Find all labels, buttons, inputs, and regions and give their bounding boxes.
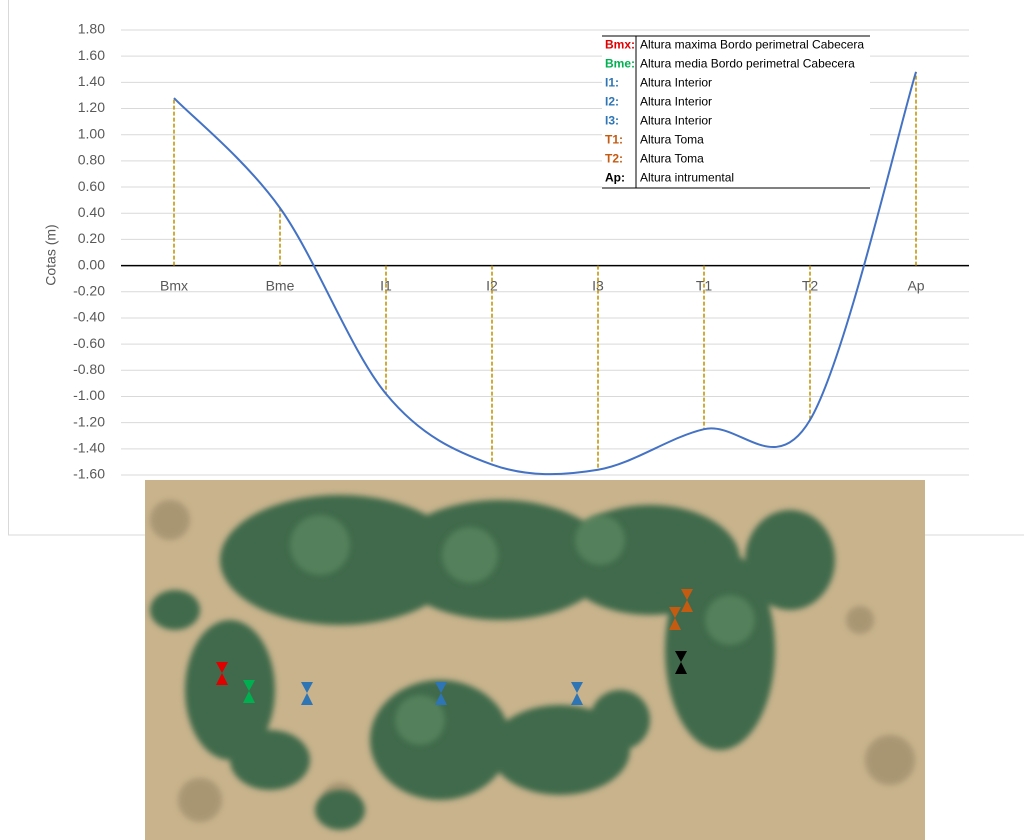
legend-code: Bme:	[605, 57, 635, 71]
y-tick-label: 0.00	[78, 256, 105, 272]
y-axis-title: Cotas (m)	[43, 224, 59, 285]
legend-code: T1:	[605, 133, 623, 147]
legend-label: Altura Toma	[640, 133, 704, 147]
legend-code: I2:	[605, 95, 619, 109]
chart: Cotas (m) -1.60 -1.40 -1.20 -1.00 -0.80 -0.60…	[0, 0, 1024, 840]
y-tick-label: 1.40	[78, 73, 105, 89]
legend-code: I1:	[605, 76, 619, 90]
legend-label: Altura Toma	[640, 152, 704, 166]
y-tick-label: 0.20	[78, 230, 105, 246]
chart-frame	[9, 0, 1024, 535]
y-tick-label: -1.40	[73, 440, 105, 456]
y-tick-label: -1.00	[73, 387, 105, 403]
y-tick-label: -0.40	[73, 309, 105, 325]
legend-code: Bmx:	[605, 38, 635, 52]
aerial-photo	[145, 480, 925, 840]
y-tick-label: 1.00	[78, 125, 105, 141]
y-tick-label: 0.40	[78, 204, 105, 220]
x-tick-label: Bmx	[160, 277, 188, 293]
legend-label: Altura Interior	[640, 114, 712, 128]
legend-label: Altura media Bordo perimetral Cabecera	[640, 57, 855, 71]
legend-label: Altura maxima Bordo perimetral Cabecera	[640, 38, 864, 52]
legend-code: Ap:	[605, 171, 625, 185]
y-tick-label: -0.20	[73, 282, 105, 298]
legend-label: Altura Interior	[640, 76, 712, 90]
y-tick-label: 0.80	[78, 152, 105, 168]
y-tick-label: -1.20	[73, 413, 105, 429]
legend-code: I3:	[605, 114, 619, 128]
y-tick-label: -0.80	[73, 361, 105, 377]
x-tick-label: Ap	[907, 277, 924, 293]
y-tick-label: -1.60	[73, 466, 105, 482]
y-tick-label: 1.60	[78, 47, 105, 63]
y-tick-label: 0.60	[78, 178, 105, 194]
legend-code: T2:	[605, 152, 623, 166]
legend-label: Altura intrumental	[640, 171, 734, 185]
page: {"chart_data": {"type": "line", "y_label…	[0, 0, 1024, 840]
y-tick-label: 1.80	[78, 21, 105, 37]
legend-label: Altura Interior	[640, 95, 712, 109]
x-tick-label: Bme	[266, 277, 295, 293]
y-tick-label: -0.60	[73, 335, 105, 351]
y-tick-label: 1.20	[78, 99, 105, 115]
